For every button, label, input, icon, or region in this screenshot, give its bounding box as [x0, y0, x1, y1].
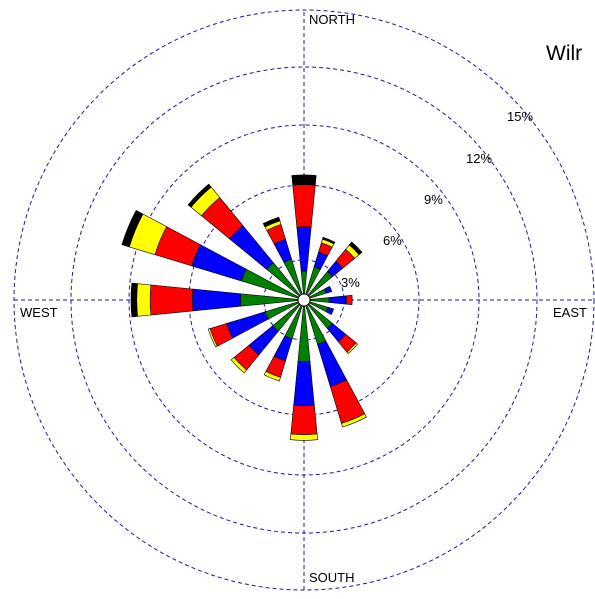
- petal-270-moderate: [149, 284, 194, 316]
- petal-0-light: [296, 226, 312, 272]
- petal-292_5-light: [191, 244, 247, 282]
- ring-label-12: 12%: [466, 151, 492, 166]
- wind-rose-petals: [121, 174, 367, 441]
- petal-90-light: [328, 295, 347, 305]
- ring-label-6: 6%: [383, 233, 402, 248]
- petal-270-strong: [130, 282, 138, 318]
- petal-90-calm: [309, 297, 330, 303]
- petal-0-moderate: [292, 184, 316, 228]
- petal-45-strong: [348, 241, 363, 256]
- petal-157_5-light: [317, 340, 348, 387]
- petal-90-moderate: [345, 294, 353, 306]
- petal-112_5-light: [325, 306, 334, 315]
- ring-15: [13, 9, 595, 591]
- direction-label-south: SOUTH: [309, 570, 355, 585]
- petal-315-strong: [187, 183, 212, 208]
- petal-180-light: [293, 361, 315, 407]
- petal-180-fresh: [289, 433, 319, 441]
- ring-label-9: 9%: [424, 192, 443, 207]
- ring-label-15: 15%: [507, 109, 533, 124]
- petal-202_5-light: [273, 335, 293, 362]
- petal-0-calm: [300, 270, 308, 295]
- petal-157_5-fresh: [341, 413, 367, 428]
- ring-9: [128, 124, 480, 476]
- petal-22_5-strong: [322, 236, 336, 245]
- petal-135-fresh: [346, 342, 359, 355]
- ring-12: [70, 66, 538, 534]
- petal-337_5-strong: [262, 216, 281, 228]
- direction-label-east: EAST: [553, 305, 587, 320]
- petal-315-light: [229, 225, 274, 270]
- petal-202_5-fresh: [263, 370, 281, 382]
- petal-247_5-fresh: [207, 328, 218, 348]
- calm-center: [297, 293, 311, 307]
- petal-270-light: [192, 288, 242, 312]
- petal-180-moderate: [290, 405, 318, 435]
- direction-label-north: NORTH: [309, 12, 355, 27]
- ring-label-3: 3%: [341, 275, 360, 290]
- chart-title: Wilr: [546, 42, 582, 65]
- petal-292_5-strong: [121, 209, 144, 248]
- petal-0-strong: [291, 174, 317, 186]
- direction-label-west: WEST: [20, 305, 58, 320]
- petal-67_5-light: [324, 285, 333, 294]
- petal-270-fresh: [136, 283, 152, 317]
- petal-225-fresh: [230, 357, 247, 374]
